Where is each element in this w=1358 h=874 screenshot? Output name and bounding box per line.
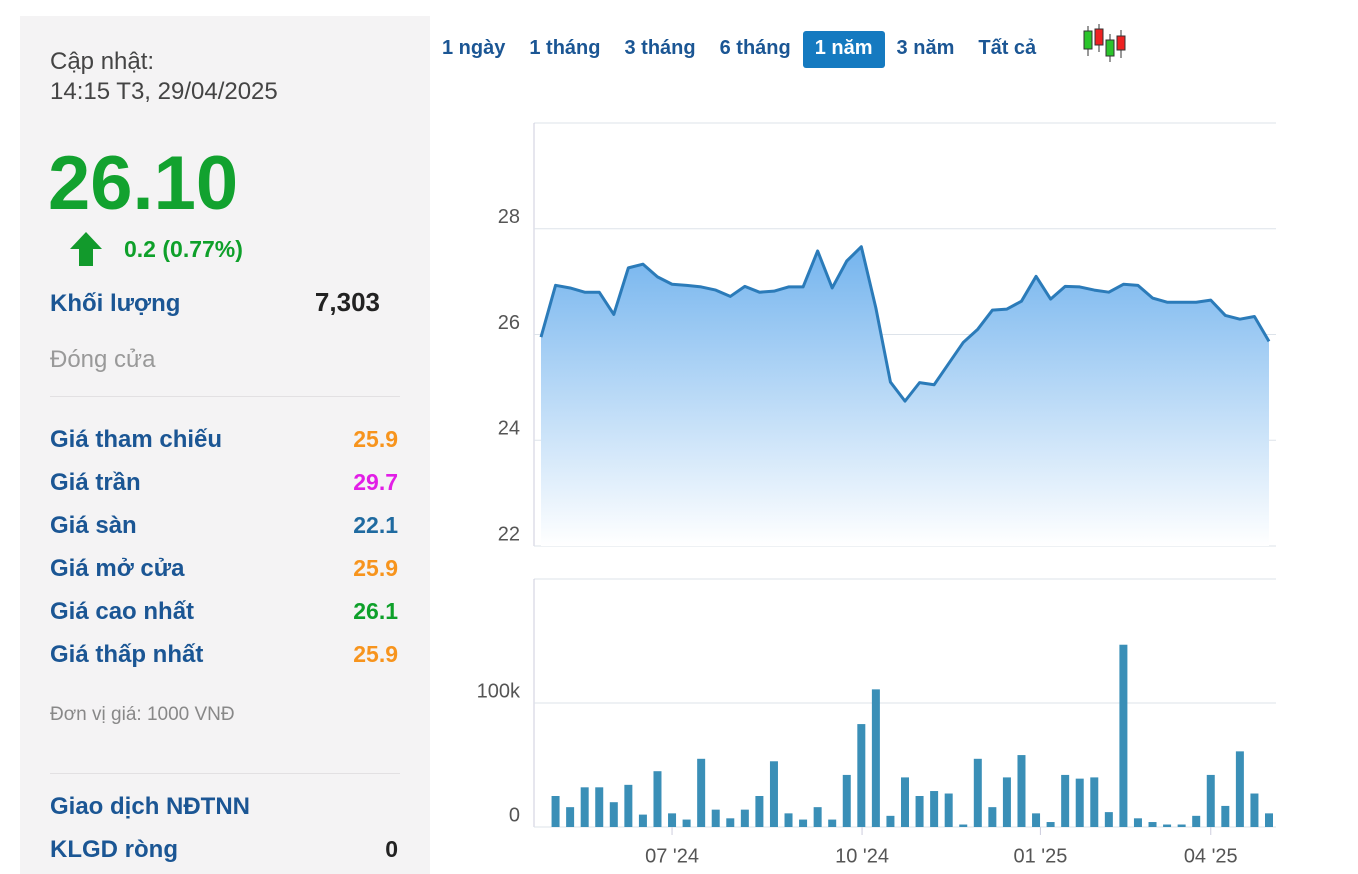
volume-bar [1046,822,1055,827]
row-value: 26.1 [353,598,398,624]
volume-value: 7,303 [314,287,380,317]
range-tab[interactable]: 1 tháng [529,37,601,59]
volume-bar [784,813,793,827]
volume-bar [901,777,909,827]
volume-bar [638,814,647,827]
volume-bar [624,784,633,827]
volume-bar [828,819,837,827]
volume-bar [1104,812,1113,827]
volume-bar [871,689,880,827]
volume-bar [755,796,764,827]
volume-bar [551,796,560,827]
range-tab[interactable]: 6 tháng [719,37,791,59]
update-label: Cập nhật: [50,48,155,75]
volume-bar [697,758,706,827]
volume-bar [609,802,618,827]
volume-bar [1163,824,1172,827]
volume-bar [1119,644,1128,827]
x-tick-label: 01 '25 [1013,845,1067,867]
price: 26.10 [48,141,239,226]
volume-bar [857,724,866,827]
volume-bar [842,774,851,827]
row-label: Giá cao nhất [50,598,195,625]
range-tab[interactable]: 1 năm [802,31,885,68]
up-arrow [70,232,102,266]
volume-bar [988,807,997,827]
volume-bar [668,813,677,827]
volume-bar [944,793,953,827]
volume-bar [1032,813,1041,827]
range-tab[interactable]: 1 ngày [442,37,506,59]
volume-bar [726,818,735,827]
net-value: 0 [385,836,398,862]
price-line [539,245,1271,403]
volume-bar [1250,793,1259,827]
volume-bar [1177,824,1186,827]
volume-bar [1017,755,1026,827]
volume-bar [959,824,968,827]
y-tick-label: 0 [509,804,520,826]
price-change: 0.2 (0.77%) [124,236,243,262]
volume-bar [682,819,691,827]
row-label: Giá thấp nhất [50,641,204,668]
row-value: 25.9 [353,555,398,581]
y-tick-label: 100k [477,680,521,702]
volume-bar [740,809,749,827]
x-tick-label: 07 '24 [645,845,699,867]
volume-bar [580,787,589,827]
row-label: Giá tham chiếu [50,426,223,453]
volume-bar [769,761,778,827]
y-tick-label: 26 [498,312,520,334]
volume-bar [1265,813,1273,827]
row-label: Giá trần [50,469,141,496]
y-tick-label: 22 [498,523,520,545]
volume-bar [1192,815,1201,827]
y-tick-label: 24 [498,418,520,440]
x-tick-label: 04 '25 [1184,845,1238,867]
volume-bar [1061,774,1070,827]
volume-bar [1221,805,1230,827]
volume-bar [1235,751,1244,827]
volume-bar [1090,777,1099,827]
row-value: 22.1 [353,512,398,538]
x-tick-label: 10 '24 [835,845,889,867]
volume-bar [1002,777,1011,827]
volume-bar [930,791,939,827]
volume-bar [595,787,604,827]
status: Đóng cửa [50,346,156,373]
volume-label: Khối lượng [50,290,181,317]
volume-bar [799,819,808,827]
row-label: Giá mở cửa [50,555,185,582]
volume-bar [1206,774,1215,827]
volume-bar [711,809,720,827]
volume-bar [1075,778,1084,827]
range-tab[interactable]: 3 năm [896,37,955,59]
volume-bar [653,771,662,827]
row-value: 29.7 [353,469,398,495]
area [541,246,1269,547]
range-tab[interactable]: 3 tháng [624,37,696,59]
unit-note: Đơn vị giá: 1000 VNĐ [50,704,235,725]
volume-bar [813,807,822,827]
volume-bar [1148,822,1157,827]
y-tick-label: 28 [498,206,520,228]
row-label: Giá sàn [50,512,137,539]
update-time: 14:15 T3, 29/04/2025 [50,78,278,105]
foreign-title: Giao dịch NĐTNN [50,793,251,820]
candlestick-icon[interactable] [1082,22,1128,64]
net-label: KLGD ròng [50,836,178,863]
volume-bar [915,796,924,827]
volume-bar [973,758,982,827]
volume-bar [886,815,895,827]
range-tab[interactable]: Tất cả [978,37,1037,59]
row-value: 25.9 [353,426,398,452]
volume-bar [1133,818,1142,827]
info-panel: Cập nhật: 14:15 T3, 29/04/2025 26.10 0.2… [20,16,430,874]
range-tabs: 1 ngày 1 tháng 3 tháng 6 tháng 1 năm 3 năm Tất… [430,31,1048,68]
volume-bar [566,807,575,827]
row-value: 25.9 [353,641,398,667]
